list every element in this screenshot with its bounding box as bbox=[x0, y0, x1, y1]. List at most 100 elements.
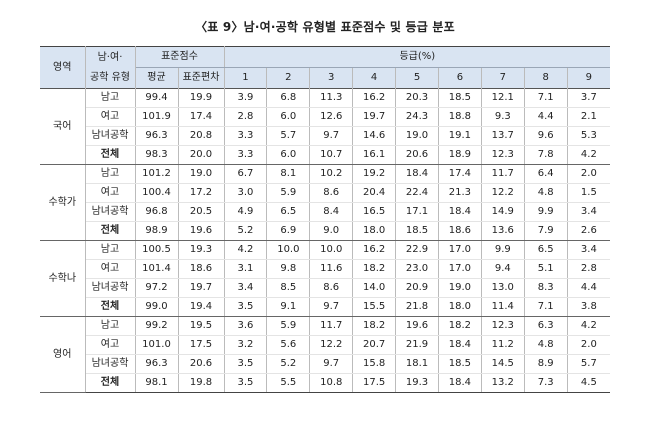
grade-cell-7: 12.2 bbox=[481, 183, 525, 203]
grade-cell-5: 21.8 bbox=[395, 297, 439, 317]
table-row: 남녀공학 96.8 20.5 4.9 6.5 8.4 16.5 17.1 18.4 14.9 9.9… bbox=[40, 202, 611, 222]
grade-cell-1: 2.8 bbox=[224, 107, 268, 127]
grade-cell-3: 8.6 bbox=[309, 183, 354, 203]
table-title: 〈표 9〉남·여·공학 유형별 표준점수 및 등급 분포 bbox=[195, 20, 455, 34]
grade-cell-6: 18.5 bbox=[438, 88, 482, 108]
table-row: 전체 98.9 19.6 5.2 6.9 9.0 18.0 18.5 18.6 13.6 7.9 2.… bbox=[40, 221, 611, 241]
mean-cell: 98.3 bbox=[135, 145, 179, 165]
grade-cell-4: 16.2 bbox=[352, 240, 397, 260]
grade-cell-1: 3.9 bbox=[224, 88, 268, 108]
grade-cell-6: 18.0 bbox=[438, 297, 482, 317]
sd-cell: 17.5 bbox=[178, 335, 225, 355]
table-row: 여고 100.4 17.2 3.0 5.9 8.6 20.4 22.4 21.3 12.2 4.8 1… bbox=[40, 183, 611, 203]
grade-cell-1: 6.7 bbox=[224, 164, 268, 184]
grade-cell-7: 9.9 bbox=[481, 240, 525, 260]
sd-cell: 19.5 bbox=[178, 316, 225, 336]
grade-cell-2: 5.6 bbox=[266, 335, 311, 355]
grade-cell-1: 3.1 bbox=[224, 259, 268, 279]
grade-cell-9: 3.4 bbox=[567, 240, 611, 260]
grade-cell-4: 19.2 bbox=[352, 164, 397, 184]
grade-cell-6: 18.6 bbox=[438, 221, 482, 241]
grade-cell-5: 21.9 bbox=[395, 335, 439, 355]
type-cell: 남녀공학 bbox=[85, 354, 136, 374]
grade-cell-5: 18.1 bbox=[395, 354, 439, 374]
grade-cell-4: 15.5 bbox=[352, 297, 397, 317]
sd-cell: 19.8 bbox=[178, 373, 225, 393]
grade-cell-3: 10.2 bbox=[309, 164, 354, 184]
sd-cell: 19.7 bbox=[178, 278, 225, 298]
grade-cell-4: 16.5 bbox=[352, 202, 397, 222]
grade-cell-8: 7.8 bbox=[524, 145, 568, 165]
grade-cell-7: 11.2 bbox=[481, 335, 525, 355]
grade-cell-3: 10.8 bbox=[309, 373, 354, 393]
grade-cell-4: 18.0 bbox=[352, 221, 397, 241]
grade-cell-1: 5.2 bbox=[224, 221, 268, 241]
type-cell: 여고 bbox=[85, 183, 136, 203]
header-grade-5: 5 bbox=[395, 67, 439, 89]
grade-cell-3: 10.0 bbox=[309, 240, 354, 260]
table-row: 남녀공학 96.3 20.8 3.3 5.7 9.7 14.6 19.0 19.1 13.7 9.6… bbox=[40, 126, 611, 146]
grade-cell-9: 3.8 bbox=[567, 297, 611, 317]
header-mean: 평균 bbox=[135, 67, 179, 89]
header-grade-6: 6 bbox=[438, 67, 482, 89]
grade-cell-2: 5.5 bbox=[266, 373, 311, 393]
grade-cell-6: 18.4 bbox=[438, 373, 482, 393]
grade-cell-8: 9.9 bbox=[524, 202, 568, 222]
grade-cell-2: 5.9 bbox=[266, 316, 311, 336]
grade-cell-8: 8.3 bbox=[524, 278, 568, 298]
grade-cell-7: 9.4 bbox=[481, 259, 525, 279]
header-grade-7: 7 bbox=[481, 67, 525, 89]
table-row: 수학가 남고 101.2 19.0 6.7 8.1 10.2 19.2 18.4 17.4 11.7… bbox=[40, 164, 611, 241]
type-cell: 전체 bbox=[85, 221, 136, 241]
grade-cell-2: 6.0 bbox=[266, 145, 311, 165]
sd-cell: 19.0 bbox=[178, 164, 225, 184]
grade-cell-1: 3.3 bbox=[224, 145, 268, 165]
grade-cell-5: 19.6 bbox=[395, 316, 439, 336]
grade-cell-6: 18.2 bbox=[438, 316, 482, 336]
sd-cell: 17.2 bbox=[178, 183, 225, 203]
grade-cell-7: 12.1 bbox=[481, 88, 525, 108]
grade-cell-3: 9.7 bbox=[309, 354, 354, 374]
header-type-line1: 남·여· bbox=[97, 51, 123, 63]
table-body: 국어 남고 99.4 19.9 3.9 6.8 11.3 16.2 20.3 18.5 12.1 7.… bbox=[40, 88, 611, 393]
grade-cell-6: 19.1 bbox=[438, 126, 482, 146]
grade-cell-8: 5.1 bbox=[524, 259, 568, 279]
mean-cell: 100.5 bbox=[135, 240, 179, 260]
header-std-score: 표준점수 bbox=[135, 46, 225, 68]
grade-cell-6: 19.0 bbox=[438, 278, 482, 298]
grade-cell-6: 17.4 bbox=[438, 164, 482, 184]
grade-cell-7: 13.2 bbox=[481, 373, 525, 393]
grade-cell-7: 11.7 bbox=[481, 164, 525, 184]
grade-cell-2: 6.8 bbox=[266, 88, 311, 108]
grade-cell-8: 4.8 bbox=[524, 335, 568, 355]
grade-cell-1: 3.5 bbox=[224, 373, 268, 393]
grade-cell-4: 19.7 bbox=[352, 107, 397, 127]
grade-cell-7: 9.3 bbox=[481, 107, 525, 127]
grade-cell-1: 3.4 bbox=[224, 278, 268, 298]
header-area: 영역 bbox=[40, 46, 86, 89]
grade-cell-9: 2.8 bbox=[567, 259, 611, 279]
grade-cell-1: 3.2 bbox=[224, 335, 268, 355]
grade-cell-1: 4.2 bbox=[224, 240, 268, 260]
mean-cell: 96.3 bbox=[135, 126, 179, 146]
grade-cell-6: 18.8 bbox=[438, 107, 482, 127]
type-cell: 남녀공학 bbox=[85, 278, 136, 298]
type-cell: 남고 bbox=[85, 88, 136, 108]
grade-cell-2: 5.7 bbox=[266, 126, 311, 146]
grade-cell-1: 3.5 bbox=[224, 354, 268, 374]
grade-cell-8: 6.4 bbox=[524, 164, 568, 184]
type-cell: 여고 bbox=[85, 335, 136, 355]
grade-cell-8: 6.3 bbox=[524, 316, 568, 336]
header-grade-4: 4 bbox=[352, 67, 397, 89]
grade-cell-2: 6.9 bbox=[266, 221, 311, 241]
header-grade-9: 9 bbox=[567, 67, 611, 89]
grade-cell-4: 18.2 bbox=[352, 259, 397, 279]
header-grade-1: 1 bbox=[224, 67, 268, 89]
grade-cell-9: 2.0 bbox=[567, 335, 611, 355]
grade-cell-5: 23.0 bbox=[395, 259, 439, 279]
grade-cell-4: 16.1 bbox=[352, 145, 397, 165]
area-cell: 수학가 bbox=[40, 164, 86, 241]
sd-cell: 19.3 bbox=[178, 240, 225, 260]
